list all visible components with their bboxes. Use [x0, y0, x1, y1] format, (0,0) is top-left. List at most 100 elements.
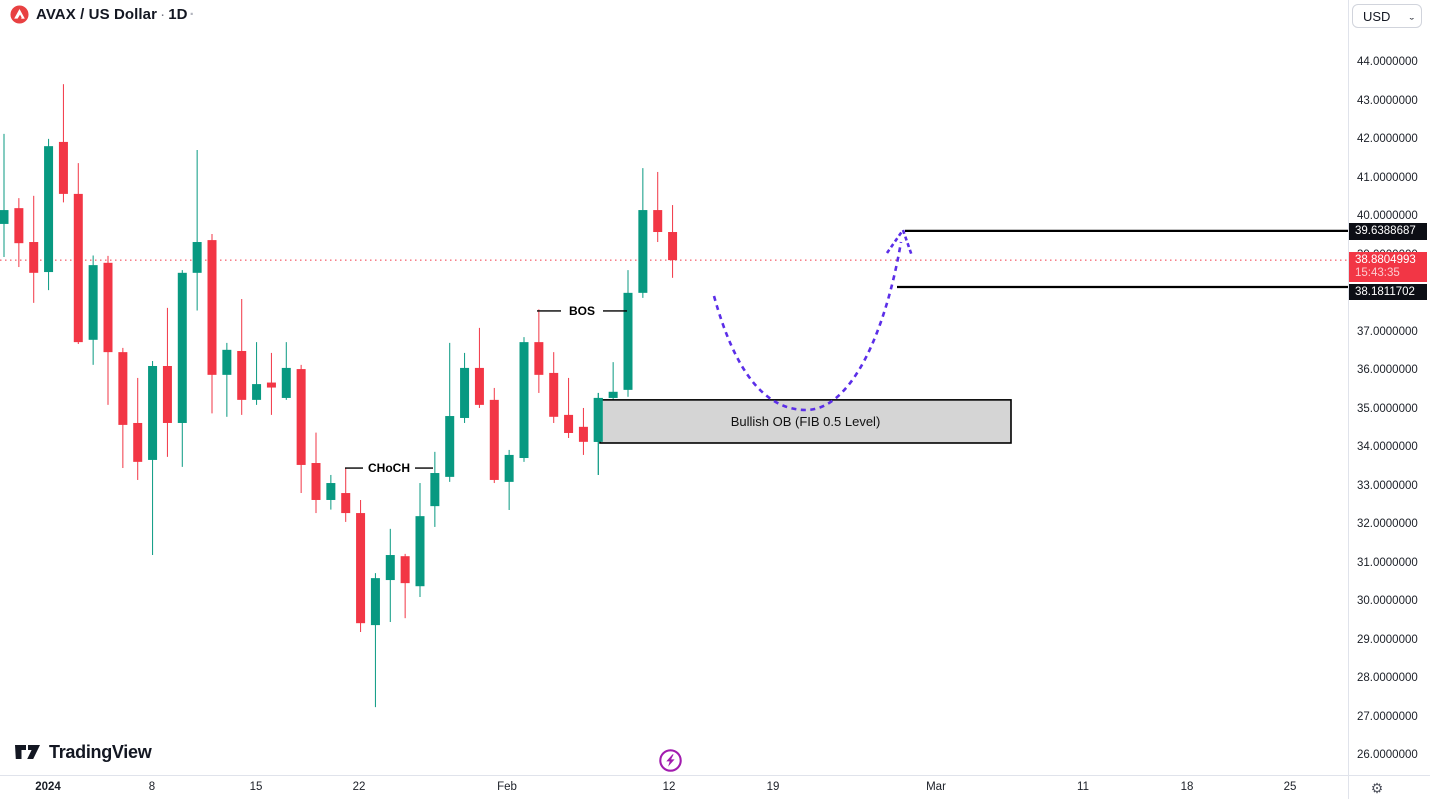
candle: [266, 352, 276, 415]
time-tick-label: 15: [249, 781, 263, 793]
tradingview-logo[interactable]: TradingView: [14, 740, 152, 764]
time-tick-label: 12: [662, 781, 676, 793]
candle: [385, 528, 395, 623]
price-tick-label: 34.0000000: [1357, 441, 1418, 453]
axis-settings-corner[interactable]: ⚙: [1348, 775, 1430, 799]
candle: [207, 233, 217, 414]
candle: [252, 342, 262, 405]
time-tick-label: Feb: [497, 781, 517, 793]
candle: [460, 352, 470, 423]
candle: [88, 255, 98, 365]
candle: [58, 84, 68, 203]
bullish-ob-box[interactable]: [599, 399, 1012, 444]
candle: [400, 553, 410, 619]
trailing-dot: ·: [189, 6, 195, 23]
candle: [192, 150, 202, 311]
projection-arrowhead: [885, 229, 914, 257]
price-tick-label: 35.0000000: [1357, 402, 1418, 415]
chart-canvas[interactable]: Bullish OB (FIB 0.5 Level) BOS CHoCH: [0, 0, 1348, 775]
time-tick-label: 22: [352, 781, 366, 793]
price-tag-target: 39.6388687: [1349, 223, 1427, 240]
time-axis[interactable]: 2024 8 15 22 Feb 12 19 Mar 11 18 25: [0, 775, 1348, 799]
candle: [549, 352, 559, 423]
price-tick-label: 27.0000000: [1357, 710, 1418, 723]
candle: [356, 499, 366, 633]
candlestick-chart[interactable]: Bullish OB (FIB 0.5 Level) BOS CHoCH: [0, 0, 1348, 775]
candle: [177, 270, 187, 467]
candle: [44, 138, 54, 291]
symbol-header[interactable]: AVAX / US Dollar · 1D ·: [10, 5, 195, 24]
lightning-bolt-icon: [666, 754, 675, 767]
price-tag-entry: 38.1811702: [1349, 284, 1427, 300]
candle: [623, 270, 633, 397]
price-tick-label: 32.0000000: [1357, 518, 1418, 530]
candle: [222, 342, 232, 417]
candle: [519, 337, 529, 462]
candle: [653, 171, 663, 243]
bos-marker[interactable]: BOS: [537, 304, 627, 318]
price-tick-label: 43.0000000: [1357, 94, 1418, 107]
price-tick-label: 33.0000000: [1357, 479, 1418, 492]
time-tick-label: 2024: [35, 781, 61, 793]
candle: [578, 407, 588, 455]
separator-dot: ·: [160, 6, 166, 23]
candle: [489, 387, 499, 484]
price-tick-label: 40.0000000: [1357, 210, 1418, 222]
candle: [370, 573, 380, 708]
candle: [668, 205, 678, 278]
gear-icon[interactable]: ⚙: [1370, 779, 1384, 796]
time-tick-label: 11: [1077, 781, 1089, 793]
choch-marker-label: CHoCH: [368, 461, 410, 475]
price-tick-label: 29.0000000: [1357, 633, 1418, 646]
candle: [73, 163, 83, 345]
candle: [0, 133, 9, 258]
candle: [534, 309, 544, 393]
currency-selector[interactable]: USD ˆ: [1352, 4, 1422, 28]
avax-logo-icon: [10, 5, 29, 24]
time-tick-label: 8: [148, 781, 156, 793]
candle: [148, 360, 158, 556]
candle: [296, 364, 306, 494]
candle: [593, 392, 603, 475]
candle: [29, 195, 39, 303]
bos-marker-label: BOS: [569, 304, 595, 318]
candle: [638, 168, 648, 298]
tradingview-mark-icon: [15, 745, 40, 759]
interval-label: 1D: [168, 6, 188, 23]
candle: [281, 342, 291, 400]
candle: [162, 307, 172, 457]
price-tick-label: 28.0000000: [1357, 672, 1418, 684]
price-tick-label: 30.0000000: [1357, 595, 1418, 607]
time-tick-label: 18: [1180, 781, 1194, 793]
bar-countdown: 15:43:35: [1355, 267, 1400, 279]
price-tick-label: 44.0000000: [1357, 56, 1418, 68]
candle: [445, 342, 455, 482]
symbol-title: AVAX / US Dollar · 1D ·: [36, 6, 195, 23]
price-tag-current: 38.8804993 15:43:35: [1349, 252, 1427, 282]
candle: [341, 468, 351, 522]
candle: [118, 347, 128, 469]
candle: [237, 299, 247, 415]
price-tick-label: 42.0000000: [1357, 133, 1418, 145]
time-tick-label: Mar: [926, 781, 946, 793]
candle: [474, 327, 484, 408]
choch-marker[interactable]: CHoCH: [345, 461, 433, 475]
price-tick-label: 26.0000000: [1357, 749, 1418, 761]
projection-arrow-curve[interactable]: [712, 241, 903, 412]
chevron-down-icon: ˆ: [1409, 9, 1414, 20]
candle: [103, 255, 113, 405]
lightning-button[interactable]: [658, 748, 683, 773]
candle: [14, 198, 24, 268]
candle: [311, 432, 321, 514]
bullish-ob-label: Bullish OB (FIB 0.5 Level): [731, 414, 881, 429]
tradingview-logo-text: TradingView: [49, 741, 152, 762]
price-tick-label: 31.0000000: [1357, 556, 1418, 569]
candle: [415, 483, 425, 597]
candle: [326, 474, 336, 510]
candle: [504, 449, 514, 510]
price-axis[interactable]: 26.0000000 27.0000000 28.0000000 29.0000000…: [1348, 0, 1430, 775]
candle: [430, 451, 440, 527]
candle: [564, 377, 574, 438]
time-tick-label: 25: [1283, 781, 1297, 793]
price-tick-label: 36.0000000: [1357, 364, 1418, 376]
